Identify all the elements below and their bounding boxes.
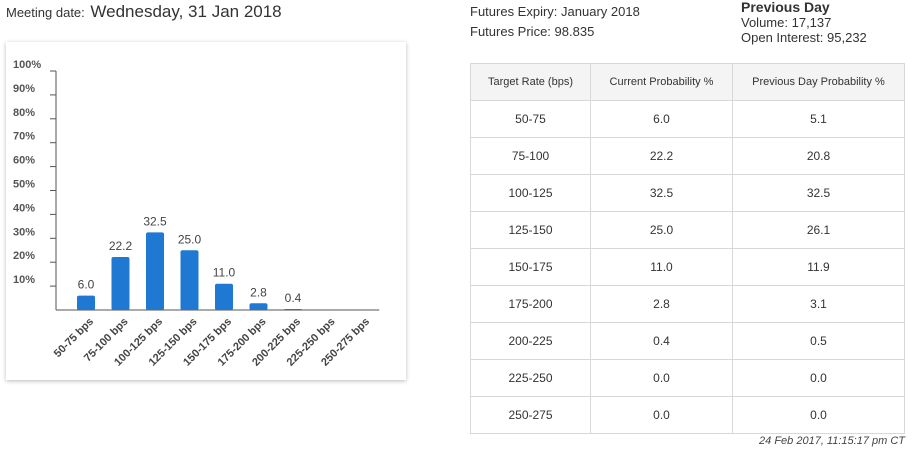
cell-target-rate: 250-275 [470,396,591,434]
cell-current-probability: 22.2 [590,137,733,175]
y-tick-label: 30% [13,226,35,238]
y-tick-label: 10% [13,274,35,286]
bar [284,309,302,310]
bar [215,283,233,310]
bar [77,295,95,310]
data-label: 0.4 [285,291,302,305]
futures-expiry-row: Futures Expiry: January 2018 [470,2,640,22]
cell-target-rate: 75-100 [470,137,591,175]
cell-previous-probability: 0.0 [732,359,905,397]
cell-current-probability: 6.0 [590,100,733,138]
data-label: 6.0 [78,278,95,292]
y-tick-label: 100% [13,59,41,71]
cell-current-probability: 0.4 [590,322,733,360]
cell-target-rate: 225-250 [470,359,591,397]
y-tick-label: 40% [13,202,35,214]
y-tick-label: 20% [13,250,35,262]
previous-day-oi-value: 95,232 [827,30,867,45]
probability-chart-card: 10% 20% 30% 40% 50% 60% 70% 80% 90% 100% 6.0 50-75 … [6,42,406,380]
cell-current-probability: 0.0 [590,396,733,434]
bar [146,232,164,310]
futures-price-value: 98.835 [554,24,595,39]
table-row: 200-225 0.4 0.5 [470,322,905,360]
probability-bar-chart: 10%20%30%40%50%60%70%80%90%100%6.050-75 … [13,59,380,369]
meeting-date-label: Meeting date: [6,5,85,20]
futures-info: Futures Expiry: January 2018 Futures Pri… [470,2,640,42]
previous-day-oi-row: Open Interest: 95,232 [741,30,867,45]
cell-previous-probability: 20.8 [732,137,905,175]
table-row: 125-150 25.0 26.1 [470,211,905,249]
bar [180,250,199,310]
table-row: 225-250 0.0 0.0 [470,359,905,397]
cell-previous-probability: 5.1 [732,100,905,138]
cell-target-rate: 125-150 [470,211,591,249]
bar [249,303,268,310]
cell-current-probability: 2.8 [590,285,733,323]
cell-target-rate: 100-125 [470,174,591,212]
futures-expiry-value: January 2018 [561,4,640,19]
header-target-rate: Target Rate (bps) [470,63,591,101]
timestamp: 24 Feb 2017, 11:15:17 pm CT [759,435,905,447]
previous-day-volume-row: Volume: 17,137 [741,15,867,30]
table-row: 175-200 2.8 3.1 [470,285,905,323]
meeting-date: Meeting date: Wednesday, 31 Jan 2018 [6,2,282,22]
futures-price-label: Futures Price: [470,24,551,39]
cell-previous-probability: 3.1 [732,285,905,323]
cell-previous-probability: 0.0 [732,396,905,434]
header-current-probability: Current Probability % [590,63,733,101]
cell-current-probability: 11.0 [590,248,733,286]
table-row: 250-275 0.0 0.0 [470,396,905,434]
data-label: 2.8 [250,285,267,299]
previous-day-title: Previous Day [741,0,830,15]
cell-previous-probability: 11.9 [732,248,905,286]
table-row: 50-75 6.0 5.1 [470,100,905,138]
cell-target-rate: 150-175 [470,248,591,286]
cell-current-probability: 0.0 [590,359,733,397]
y-tick-label: 70% [13,131,35,143]
cell-target-rate: 175-200 [470,285,591,323]
cell-current-probability: 32.5 [590,174,733,212]
y-tick-label: 50% [13,179,35,191]
header-previous-day-probability: Previous Day Probability % [732,63,905,101]
previous-day-info: Previous Day Volume: 17,137 Open Interes… [741,0,867,45]
table-row: 100-125 32.5 32.5 [470,174,905,212]
futures-price-row: Futures Price: 98.835 [470,22,640,42]
previous-day-volume-value: 17,137 [791,15,832,30]
previous-day-oi-label: Open Interest: [741,30,824,45]
cell-previous-probability: 32.5 [732,174,905,212]
cell-previous-probability: 0.5 [732,322,905,360]
cell-current-probability: 25.0 [590,211,733,249]
table-row: 150-175 11.0 11.9 [470,248,905,286]
probability-table: Target Rate (bps) Current Probability % … [470,63,905,434]
data-label: 25.0 [178,232,202,246]
y-tick-label: 60% [13,155,35,167]
y-tick-label: 80% [13,107,35,119]
bar [111,256,130,310]
data-label: 11.0 [213,266,236,280]
meeting-date-value: Wednesday, 31 Jan 2018 [90,2,282,21]
cell-target-rate: 200-225 [470,322,591,360]
futures-expiry-label: Futures Expiry: [470,4,558,19]
table-header-row: Target Rate (bps) Current Probability % … [470,63,905,101]
data-label: 32.5 [143,214,167,228]
cell-target-rate: 50-75 [470,100,591,138]
table-row: 75-100 22.2 20.8 [470,137,905,175]
data-label: 22.2 [109,239,133,253]
y-tick-label: 90% [13,83,35,95]
previous-day-volume-label: Volume: [741,15,788,30]
cell-previous-probability: 26.1 [732,211,905,249]
